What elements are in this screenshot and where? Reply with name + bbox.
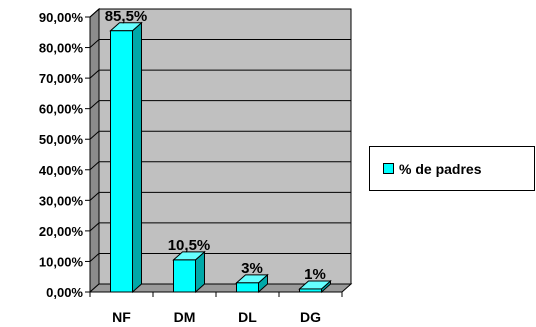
x-tick-label: NF: [112, 309, 131, 325]
bar: [173, 259, 196, 293]
x-tick-label: DG: [300, 309, 321, 325]
y-tick-label: 10,00%: [39, 254, 84, 269]
data-label: 10,5%: [168, 237, 211, 254]
y-tick-label: 80,00%: [39, 41, 84, 56]
y-tick-label: 90,00%: [39, 10, 84, 25]
gridline-depth: [89, 39, 100, 48]
gridline-depth: [89, 191, 100, 201]
gridline-depth: [89, 130, 100, 140]
gridline-depth: [89, 8, 100, 18]
bar: [110, 30, 133, 293]
gridline-depth: [89, 253, 100, 262]
legend-label: % de padres: [399, 160, 482, 177]
gridline-depth: [89, 100, 100, 110]
bar: [299, 288, 322, 293]
y-tick-label: 30,00%: [39, 193, 84, 208]
y-tick-label: 70,00%: [39, 71, 84, 86]
y-tick-label: 40,00%: [39, 163, 84, 178]
x-tick-label: DL: [238, 309, 257, 325]
y-tick-label: 60,00%: [39, 102, 84, 117]
y-tick-label: 20,00%: [39, 224, 84, 239]
legend-swatch: [383, 163, 394, 174]
x-tick-label: DM: [174, 309, 196, 325]
legend: % de padres: [369, 146, 535, 191]
y-tick-label: 50,00%: [39, 132, 84, 147]
data-label: 1%: [304, 266, 326, 283]
gridline-depth: [89, 222, 100, 232]
gridline-depth: [89, 69, 100, 79]
data-label: 85,5%: [105, 8, 148, 25]
gridline-depth: [89, 161, 100, 171]
plot-side-wall: [89, 7, 100, 294]
data-label: 3%: [241, 260, 263, 277]
bar-side: [132, 21, 142, 294]
y-tick-label: 0,00%: [46, 285, 83, 300]
bar: [236, 282, 259, 293]
